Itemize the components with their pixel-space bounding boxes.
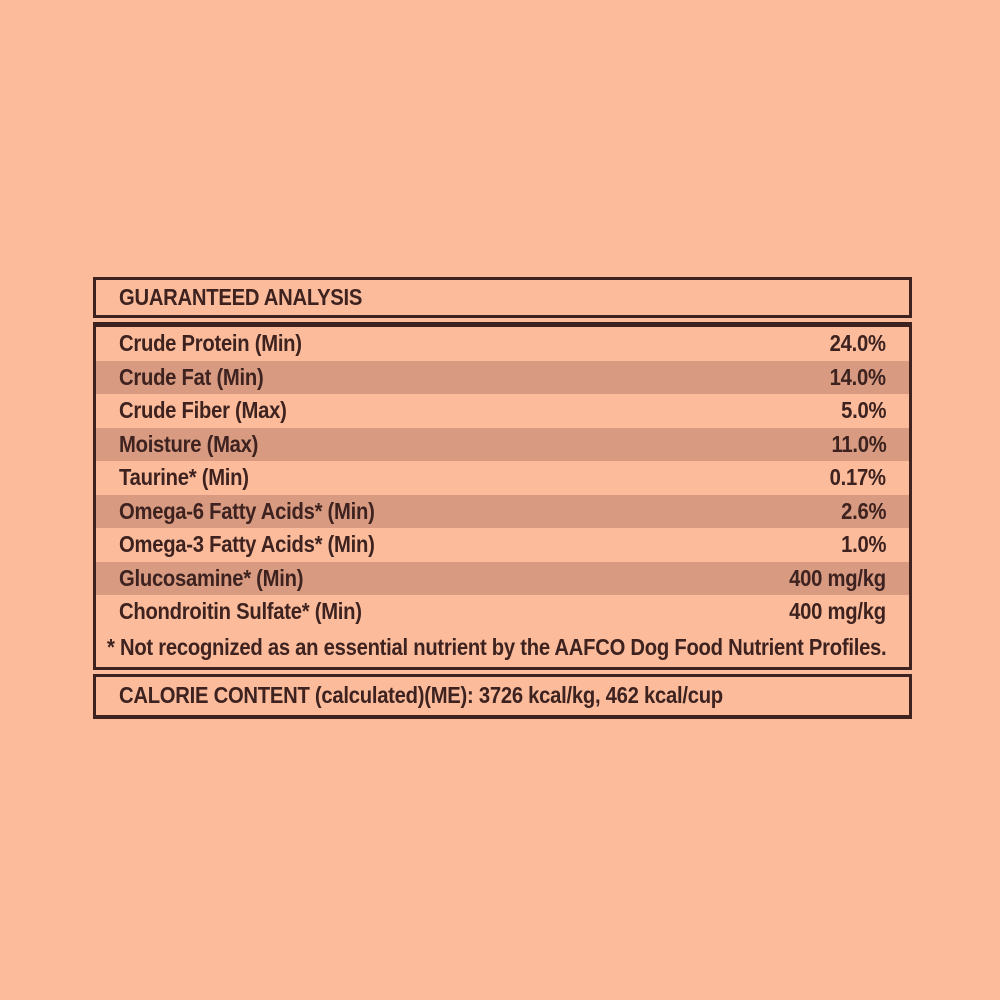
calorie-content-bar: CALORIE CONTENT (calculated)(ME): 3726 k… [93,673,912,719]
table-row: Omega-6 Fatty Acids* (Min) 2.6% [96,494,909,528]
row-value: 0.17% [829,464,886,491]
row-label: Crude Fiber (Max) [119,397,287,424]
row-label: Chondroitin Sulfate* (Min) [119,598,362,625]
table-row: Crude Fiber (Max) 5.0% [96,394,909,428]
row-label: Moisture (Max) [119,430,259,457]
row-value: 24.0% [829,330,886,357]
table-row: Moisture (Max) 11.0% [96,427,909,461]
row-label: Omega-6 Fatty Acids* (Min) [119,497,375,524]
row-label: Omega-3 Fatty Acids* (Min) [119,531,375,558]
table-row: Taurine* (Min) 0.17% [96,461,909,495]
row-value: 1.0% [840,531,886,558]
table-row: Chondroitin Sulfate* (Min) 400 mg/kg [96,595,909,629]
row-value: 14.0% [829,363,886,390]
row-value: 5.0% [840,397,886,424]
row-value: 400 mg/kg [789,598,886,625]
row-value: 2.6% [840,497,886,524]
aafco-footnote: * Not recognized as an essential nutrien… [96,629,909,667]
row-label: Taurine* (Min) [119,464,249,491]
table-row: Crude Protein (Min) 24.0% [96,327,909,361]
row-label: Crude Protein (Min) [119,330,302,357]
table-row: Glucosamine* (Min) 400 mg/kg [96,561,909,595]
footnote-text: * Not recognized as an essential nutrien… [107,634,887,660]
table-header: GUARANTEED ANALYSIS [93,277,912,318]
calorie-content-text: CALORIE CONTENT (calculated)(ME): 3726 k… [119,682,723,708]
row-value: 11.0% [831,430,886,457]
guaranteed-analysis-table: GUARANTEED ANALYSIS Crude Protein (Min) … [93,277,912,719]
table-title: GUARANTEED ANALYSIS [119,284,363,310]
table-row: Crude Fat (Min) 14.0% [96,360,909,394]
row-label: Crude Fat (Min) [119,363,264,390]
row-label: Glucosamine* (Min) [119,564,304,591]
nutrient-rows-section: Crude Protein (Min) 24.0% Crude Fat (Min… [93,322,912,670]
row-value: 400 mg/kg [789,564,886,591]
table-row: Omega-3 Fatty Acids* (Min) 1.0% [96,528,909,562]
